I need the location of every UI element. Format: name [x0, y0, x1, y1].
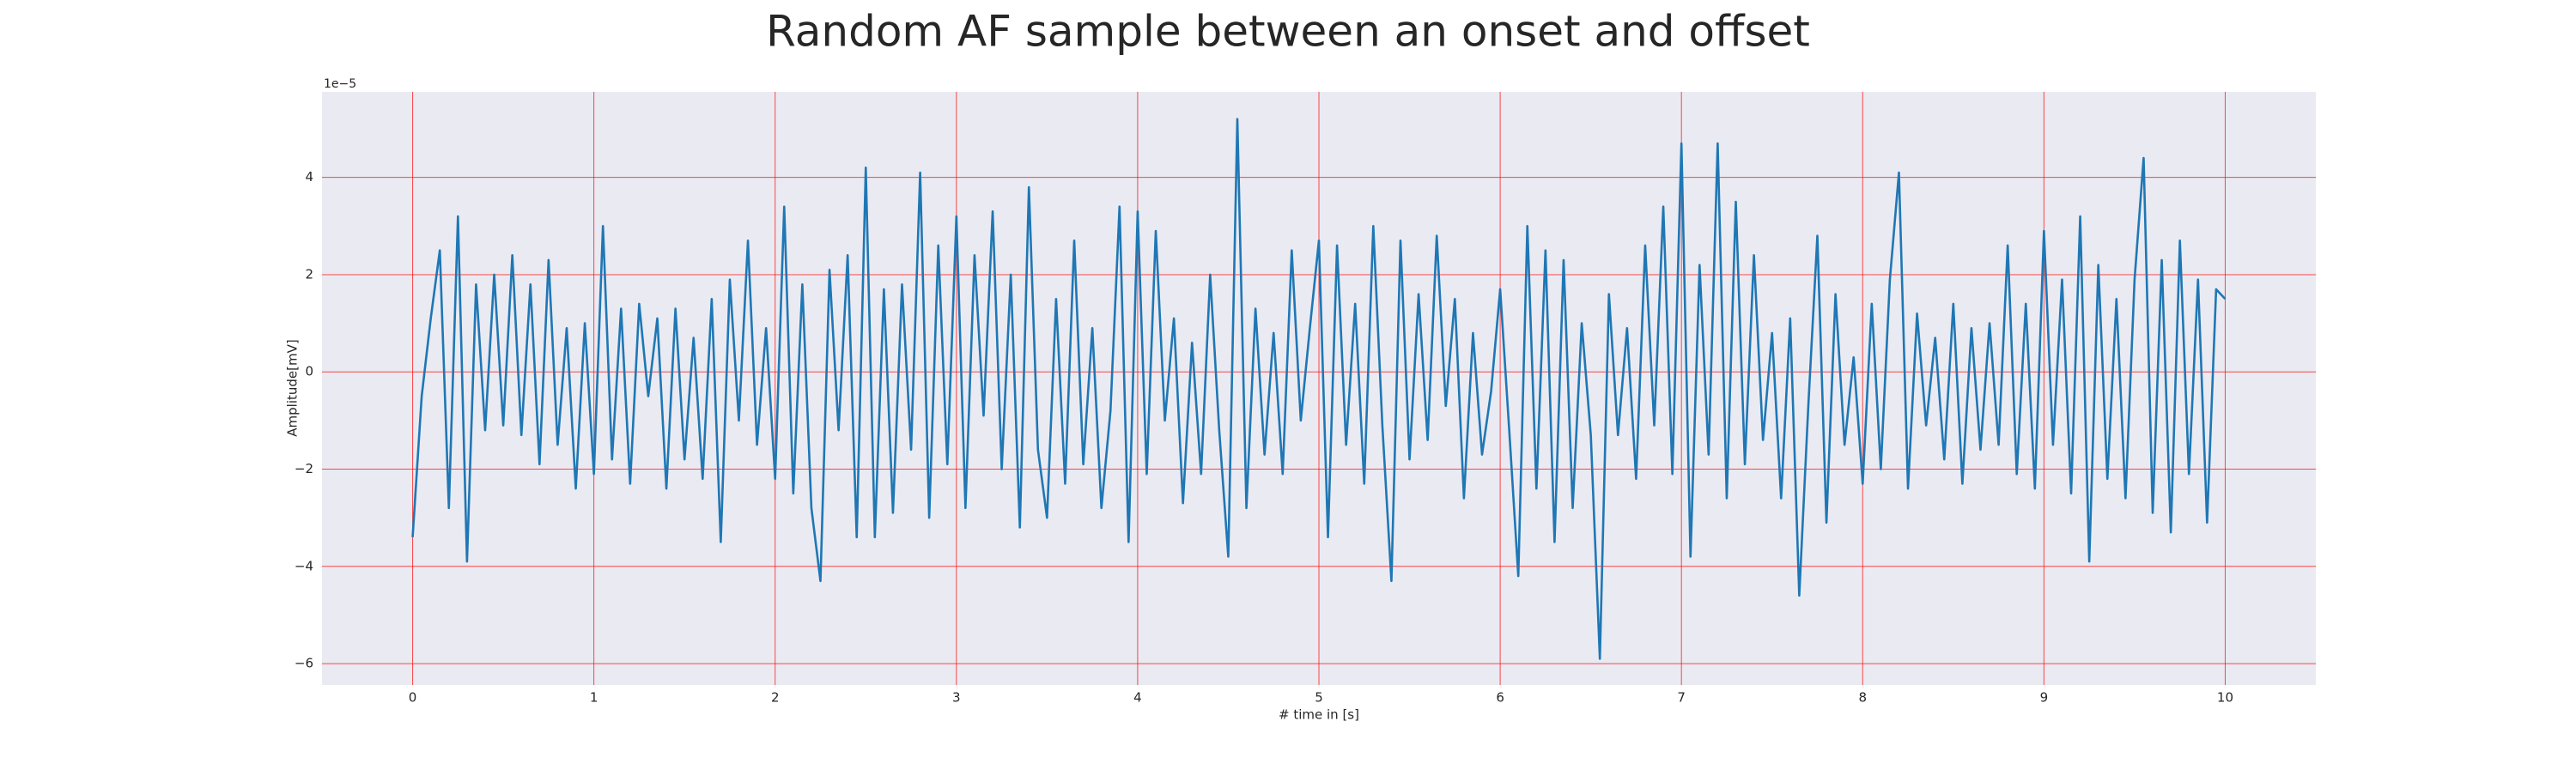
y-tick-label: −2 [295, 461, 313, 476]
x-tick-label: 7 [1677, 690, 1686, 706]
y-axis-label: Amplitude[mV] [285, 339, 301, 436]
x-tick-label: 6 [1496, 690, 1504, 706]
x-tick-label: 2 [771, 690, 780, 706]
x-tick-label: 9 [2040, 690, 2049, 706]
x-axis-label: # time in [s] [1279, 707, 1359, 723]
y-tick-label: −4 [295, 558, 313, 573]
y-tick-label: −6 [295, 656, 313, 671]
x-tick-label: 1 [590, 690, 598, 706]
x-tick-label: 3 [952, 690, 961, 706]
y-tick-label: 4 [305, 169, 313, 185]
x-tick-label: 4 [1133, 690, 1142, 706]
data-line [411, 118, 2227, 660]
x-tick-label: 10 [2217, 690, 2233, 706]
x-tick-label: 5 [1315, 690, 1323, 706]
y-tick-label: 0 [305, 364, 313, 379]
x-tick-label: 0 [409, 690, 417, 706]
y-tick-label: 2 [305, 266, 313, 282]
x-tick-label: 8 [1858, 690, 1867, 706]
chart-title: Random AF sample between an onset and of… [766, 7, 1810, 57]
y-offset-label: 1e−5 [324, 77, 356, 91]
